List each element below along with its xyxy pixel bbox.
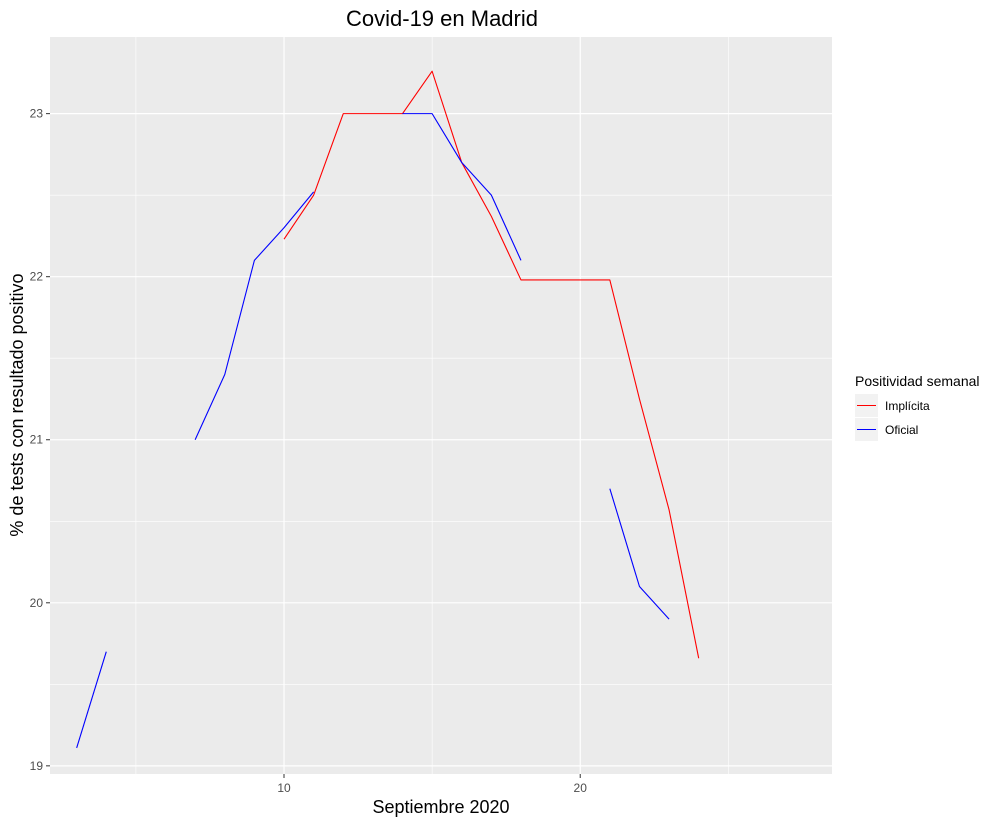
series-line-oficial [609, 488, 670, 620]
y-axis-title: % de tests con resultado positivo [7, 273, 27, 536]
y-tick-label: 19 [30, 759, 44, 773]
y-tick-label: 20 [30, 596, 44, 610]
y-axis-ticks: 19 20 21 22 23 [30, 107, 50, 773]
series-layer [76, 70, 700, 749]
legend-title: Positividad semanal [855, 373, 980, 389]
x-axis-ticks: 10 20 [277, 774, 587, 795]
legend-label: Oficial [885, 423, 918, 437]
series-line-oficial [194, 191, 315, 440]
grid-minor [50, 37, 832, 774]
series-line-implicita [283, 70, 700, 659]
legend-label: Implícita [885, 399, 930, 413]
series-line-oficial [402, 113, 522, 261]
series-oficial [76, 113, 670, 749]
grid-major [50, 37, 832, 774]
y-tick-label: 22 [30, 270, 44, 284]
chart-title: Covid-19 en Madrid [346, 6, 538, 31]
plot-panel [50, 37, 832, 774]
legend: Positividad semanal Implícita Oficial [855, 373, 980, 441]
legend-item-implicita: Implícita [855, 394, 930, 417]
series-line-oficial [76, 651, 107, 749]
x-tick-label: 20 [574, 781, 588, 795]
x-axis-title: Septiembre 2020 [372, 797, 509, 817]
legend-item-oficial: Oficial [855, 418, 918, 441]
legend-items: Implícita Oficial [855, 394, 930, 441]
y-tick-label: 23 [30, 107, 44, 121]
series-implicita [283, 70, 700, 659]
x-tick-label: 10 [277, 781, 291, 795]
y-tick-label: 21 [30, 433, 44, 447]
